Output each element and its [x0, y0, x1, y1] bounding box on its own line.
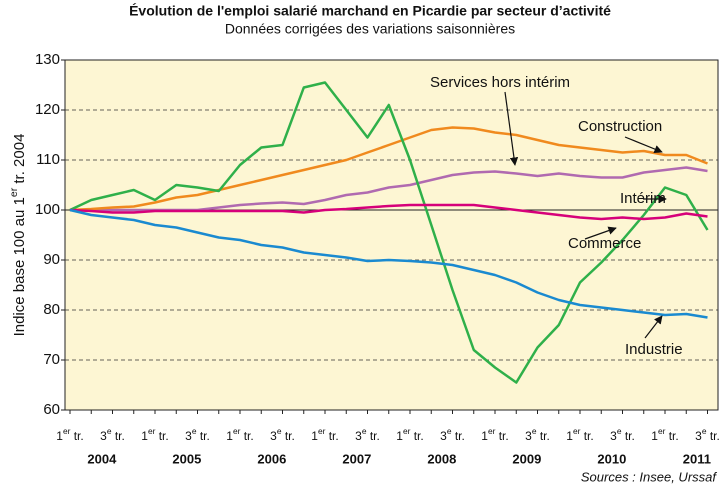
x-tick-label: 1er tr. [651, 426, 678, 443]
x-tick-label: 3e tr. [440, 426, 465, 443]
x-tick-label: 1er tr. [141, 426, 168, 443]
x-tick-label: 3e tr. [270, 426, 295, 443]
x-tick-label: 1er tr. [396, 426, 423, 443]
series-line [69, 203, 708, 221]
series-line [69, 208, 708, 319]
y-tick-label: 100 [35, 201, 60, 218]
y-tick-label: 70 [43, 351, 60, 368]
year-label: 2005 [172, 451, 201, 466]
x-tick-label: 1er tr. [56, 426, 83, 443]
x-tick-label: 3e tr. [100, 426, 125, 443]
x-tick-label: 1er tr. [311, 426, 338, 443]
chart-title: Évolution de l'emploi salarié marchand e… [129, 3, 611, 19]
chart-subtitle: Données corrigées des variations saisonn… [225, 21, 515, 37]
x-tick-label: 1er tr. [566, 426, 593, 443]
year-label: 2010 [597, 451, 626, 466]
series-label: Construction [578, 118, 662, 135]
year-label: 2011 [683, 451, 711, 466]
x-tick-label: 3e tr. [355, 426, 380, 443]
x-tick-label: 3e tr. [525, 426, 550, 443]
source: Sources : Insee, Urssaf [581, 469, 717, 484]
series-label: Industrie [625, 341, 683, 358]
y-tick-label: 110 [36, 151, 60, 168]
year-label: 2008 [427, 451, 456, 466]
y-tick-label: 120 [35, 101, 60, 118]
x-tick-label: 1er tr. [226, 426, 253, 443]
x-tick-label: 1er tr. [481, 426, 508, 443]
y-tick-label: 60 [43, 401, 60, 418]
year-label: 2004 [87, 451, 117, 466]
year-label: 2007 [342, 451, 371, 466]
series-label: Commerce [568, 235, 641, 252]
x-tick-label: 3e tr. [610, 426, 635, 443]
y-tick-label: 90 [43, 251, 60, 268]
series-line [69, 81, 709, 384]
year-label: 2006 [257, 451, 286, 466]
y-axis-label: Indice base 100 au 1er tr. 2004 [8, 134, 28, 337]
annotation-arrow [504, 91, 519, 166]
annotation-arrow [624, 136, 663, 154]
annotation-arrow [584, 226, 617, 240]
y-tick-label: 130 [35, 51, 60, 68]
series-label: Services hors intérim [430, 74, 570, 91]
y-tick-label: 80 [43, 301, 60, 318]
x-tick-label: 3e tr. [185, 426, 210, 443]
plot-area [64, 59, 719, 411]
series-label: Intérim [620, 190, 666, 207]
year-label: 2009 [512, 451, 541, 466]
series-line [69, 126, 708, 212]
x-tick-label: 3e tr. [695, 426, 720, 443]
annotation-arrow [644, 315, 663, 339]
